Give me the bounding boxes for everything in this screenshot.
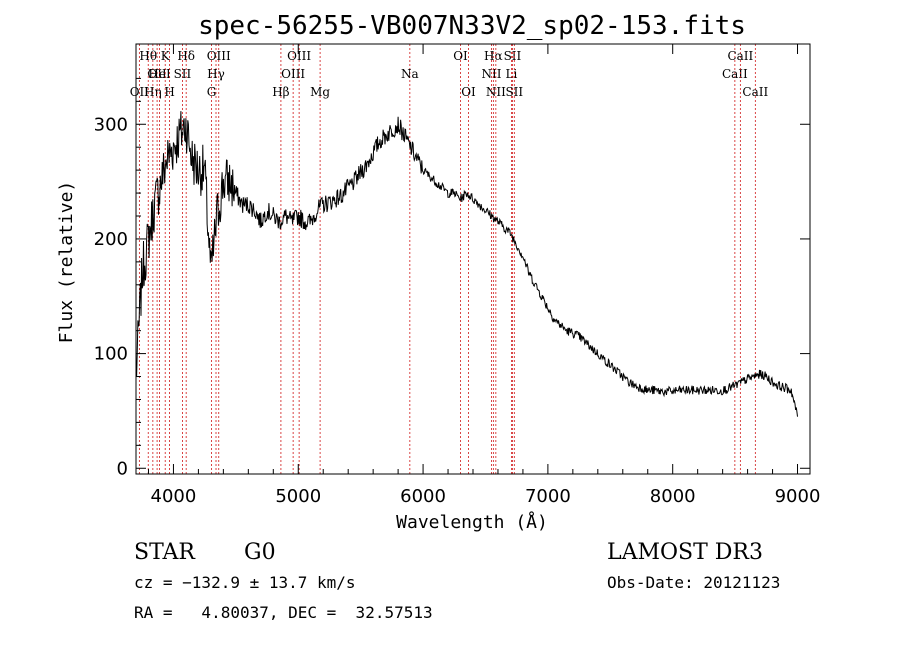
spectral-line-label: OIII — [207, 49, 231, 63]
subclass: G0 — [244, 540, 276, 565]
obs-date: Obs-Date: 20121123 — [607, 573, 781, 592]
x-tick-label: 9000 — [775, 486, 821, 507]
y-tick-label: 0 — [117, 458, 128, 479]
spectral-line-label: Na — [401, 67, 419, 81]
spectral-line-label: HeI — [148, 67, 171, 81]
y-tick-label: 200 — [94, 229, 128, 250]
flux-series — [135, 111, 798, 417]
spectral-line-label: OII — [130, 85, 150, 99]
spectral-line-label: OII — [147, 67, 167, 81]
axis-ticks: 4000 5000 6000 7000 8000 9000 0 100 200 300 — [94, 44, 821, 507]
x-tick-label: 8000 — [650, 486, 696, 507]
spectral-line-label: Hγ — [207, 67, 225, 81]
spectral-line-label: Hθ — [139, 49, 157, 63]
spectral-line-label: OI — [453, 49, 468, 63]
y-axis-label: Flux (relative) — [56, 181, 77, 344]
spectral-line-label: SII — [505, 85, 523, 99]
spectral-line-label: CaII — [742, 85, 768, 99]
x-tick-label: 7000 — [525, 486, 571, 507]
spectral-line-label: Hα — [484, 49, 503, 63]
plot-axes — [135, 43, 811, 475]
spectral-line-label: CaII — [727, 49, 753, 63]
flux-line — [135, 111, 798, 417]
spectral-line-label: OI — [461, 85, 476, 99]
spectral-line-label: Hη — [144, 85, 162, 99]
survey-name: LAMOST DR3 — [607, 540, 763, 565]
spectral-line-label: SII — [504, 49, 522, 63]
spectral-line-label: Hδ — [177, 49, 195, 63]
spectral-lines: OIIHθHηOIIHeIKHSIIHδGHγOIIIHβOIIIOIIIMgN… — [130, 44, 768, 474]
object-class: STAR — [134, 540, 195, 565]
spectral-line-label: K — [161, 49, 171, 63]
spectral-line-label: G — [207, 85, 217, 99]
x-tick-label: 4000 — [151, 486, 197, 507]
spectral-line-label: Li — [506, 67, 518, 81]
spectral-line-label: Hβ — [272, 85, 289, 99]
coordinates: RA = 4.80037, DEC = 32.57513 — [134, 603, 433, 622]
spectral-line-label: NII — [486, 85, 506, 99]
y-tick-label: 300 — [94, 114, 128, 135]
plot-frame — [135, 43, 811, 475]
spectral-line-label: Mg — [310, 85, 330, 99]
y-tick-label: 100 — [94, 344, 128, 365]
spectral-line-label: NII — [481, 67, 501, 81]
x-tick-label: 5000 — [275, 486, 321, 507]
spectral-line-label: SII — [174, 67, 192, 81]
chart-title: spec-56255-VB007N33V2_sp02-153.fits — [198, 11, 746, 41]
spectral-line-label: OIII — [287, 49, 311, 63]
spectral-line-label: OIII — [281, 67, 305, 81]
redshift-readout: cz = −132.9 ± 13.7 km/s — [134, 573, 356, 592]
spectral-line-label: H — [164, 85, 174, 99]
x-tick-label: 6000 — [400, 486, 446, 507]
spectral-line-label: CaII — [722, 67, 748, 81]
x-axis-label: Wavelength (Å) — [396, 511, 548, 533]
